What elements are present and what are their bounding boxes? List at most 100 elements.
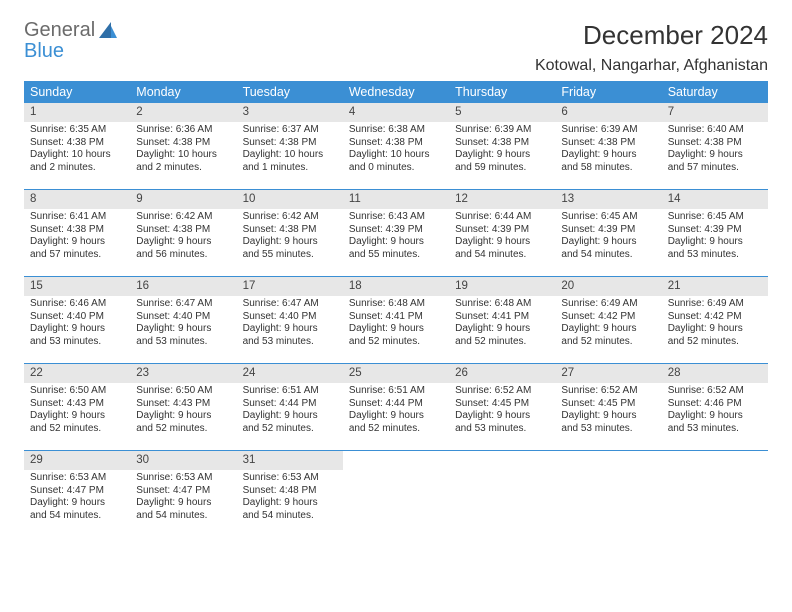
day-cell: 8Sunrise: 6:41 AMSunset: 4:38 PMDaylight… (24, 190, 130, 266)
day-body: Sunrise: 6:43 AMSunset: 4:39 PMDaylight:… (343, 209, 449, 266)
sunrise-line: Sunrise: 6:45 AM (561, 211, 655, 224)
daylight-line: Daylight: 9 hours and 53 minutes. (30, 323, 124, 349)
daylight-line: Daylight: 9 hours and 59 minutes. (455, 149, 549, 175)
sunrise-line: Sunrise: 6:45 AM (668, 211, 762, 224)
daylight-line: Daylight: 9 hours and 52 minutes. (561, 323, 655, 349)
header: General Blue December 2024 Kotowal, Nang… (24, 20, 768, 75)
day-number: 10 (237, 190, 343, 209)
day-number: 20 (555, 277, 661, 296)
day-cell: 1Sunrise: 6:35 AMSunset: 4:38 PMDaylight… (24, 103, 130, 179)
daylight-line: Daylight: 9 hours and 52 minutes. (349, 410, 443, 436)
day-number: 29 (24, 451, 130, 470)
sunset-line: Sunset: 4:38 PM (561, 137, 655, 150)
day-body: Sunrise: 6:52 AMSunset: 4:45 PMDaylight:… (555, 383, 661, 440)
weekday-header: Tuesday (237, 81, 343, 103)
day-cell: 18Sunrise: 6:48 AMSunset: 4:41 PMDayligh… (343, 277, 449, 353)
daylight-line: Daylight: 9 hours and 54 minutes. (243, 497, 337, 523)
day-number: 21 (662, 277, 768, 296)
sunrise-line: Sunrise: 6:53 AM (30, 472, 124, 485)
daylight-line: Daylight: 9 hours and 54 minutes. (136, 497, 230, 523)
day-body: Sunrise: 6:48 AMSunset: 4:41 PMDaylight:… (343, 296, 449, 353)
day-cell: 24Sunrise: 6:51 AMSunset: 4:44 PMDayligh… (237, 364, 343, 440)
daylight-line: Daylight: 9 hours and 54 minutes. (30, 497, 124, 523)
day-number: 26 (449, 364, 555, 383)
day-body: Sunrise: 6:45 AMSunset: 4:39 PMDaylight:… (662, 209, 768, 266)
sunrise-line: Sunrise: 6:50 AM (30, 385, 124, 398)
sunrise-line: Sunrise: 6:35 AM (30, 124, 124, 137)
day-cell: 25Sunrise: 6:51 AMSunset: 4:44 PMDayligh… (343, 364, 449, 440)
daylight-line: Daylight: 10 hours and 2 minutes. (30, 149, 124, 175)
sunrise-line: Sunrise: 6:51 AM (243, 385, 337, 398)
weekday-header: Wednesday (343, 81, 449, 103)
sunset-line: Sunset: 4:41 PM (349, 311, 443, 324)
sunrise-line: Sunrise: 6:50 AM (136, 385, 230, 398)
sail-icon (97, 20, 119, 42)
day-cell: 22Sunrise: 6:50 AMSunset: 4:43 PMDayligh… (24, 364, 130, 440)
sunset-line: Sunset: 4:47 PM (30, 485, 124, 498)
daylight-line: Daylight: 9 hours and 53 minutes. (668, 236, 762, 262)
sunrise-line: Sunrise: 6:52 AM (455, 385, 549, 398)
day-number: 15 (24, 277, 130, 296)
sunset-line: Sunset: 4:39 PM (561, 224, 655, 237)
sunrise-line: Sunrise: 6:53 AM (243, 472, 337, 485)
day-body: Sunrise: 6:41 AMSunset: 4:38 PMDaylight:… (24, 209, 130, 266)
day-number: 2 (130, 103, 236, 122)
daylight-line: Daylight: 9 hours and 52 minutes. (668, 323, 762, 349)
daylight-line: Daylight: 9 hours and 53 minutes. (136, 323, 230, 349)
day-body: Sunrise: 6:47 AMSunset: 4:40 PMDaylight:… (237, 296, 343, 353)
week-spacer (24, 353, 768, 363)
week-row: 29Sunrise: 6:53 AMSunset: 4:47 PMDayligh… (24, 450, 768, 527)
day-cell: 3Sunrise: 6:37 AMSunset: 4:38 PMDaylight… (237, 103, 343, 179)
day-body: Sunrise: 6:50 AMSunset: 4:43 PMDaylight:… (130, 383, 236, 440)
sunset-line: Sunset: 4:38 PM (668, 137, 762, 150)
day-cell: 31Sunrise: 6:53 AMSunset: 4:48 PMDayligh… (237, 451, 343, 527)
day-cell: 14Sunrise: 6:45 AMSunset: 4:39 PMDayligh… (662, 190, 768, 266)
daylight-line: Daylight: 9 hours and 52 minutes. (136, 410, 230, 436)
sunrise-line: Sunrise: 6:53 AM (136, 472, 230, 485)
day-cell: 7Sunrise: 6:40 AMSunset: 4:38 PMDaylight… (662, 103, 768, 179)
day-number: 22 (24, 364, 130, 383)
day-number: 13 (555, 190, 661, 209)
day-cell: 13 Sunrise: 6:45 AMSunset: 4:39 PMDayligh… (555, 190, 661, 266)
sunset-line: Sunset: 4:41 PM (455, 311, 549, 324)
day-cell: 12Sunrise: 6:44 AMSunset: 4:39 PMDayligh… (449, 190, 555, 266)
day-body: Sunrise: 6:53 AMSunset: 4:47 PMDaylight:… (24, 470, 130, 527)
sunrise-line: Sunrise: 6:43 AM (349, 211, 443, 224)
daylight-line: Daylight: 9 hours and 55 minutes. (243, 236, 337, 262)
weekday-header: Saturday (662, 81, 768, 103)
daylight-line: Daylight: 9 hours and 57 minutes. (30, 236, 124, 262)
day-number: 25 (343, 364, 449, 383)
day-cell-empty (449, 451, 555, 527)
sunset-line: Sunset: 4:39 PM (668, 224, 762, 237)
day-cell: 10Sunrise: 6:42 AMSunset: 4:38 PMDayligh… (237, 190, 343, 266)
daylight-line: Daylight: 9 hours and 53 minutes. (561, 410, 655, 436)
daylight-line: Daylight: 9 hours and 54 minutes. (561, 236, 655, 262)
month-title: December 2024 (535, 20, 768, 51)
day-cell-empty (343, 451, 449, 527)
sunset-line: Sunset: 4:40 PM (243, 311, 337, 324)
day-cell: 4Sunrise: 6:38 AMSunset: 4:38 PMDaylight… (343, 103, 449, 179)
day-number: 1 (24, 103, 130, 122)
sunrise-line: Sunrise: 6:48 AM (349, 298, 443, 311)
day-body: Sunrise: 6:53 AMSunset: 4:47 PMDaylight:… (130, 470, 236, 527)
day-cell: 9Sunrise: 6:42 AMSunset: 4:38 PMDaylight… (130, 190, 236, 266)
day-number: 31 (237, 451, 343, 470)
day-body: Sunrise: 6:52 AMSunset: 4:46 PMDaylight:… (662, 383, 768, 440)
weekday-header: Monday (130, 81, 236, 103)
day-number: 16 (130, 277, 236, 296)
sunrise-line: Sunrise: 6:41 AM (30, 211, 124, 224)
sunrise-line: Sunrise: 6:42 AM (243, 211, 337, 224)
day-cell-empty (662, 451, 768, 527)
day-cell: 27Sunrise: 6:52 AMSunset: 4:45 PMDayligh… (555, 364, 661, 440)
sunrise-line: Sunrise: 6:51 AM (349, 385, 443, 398)
day-body: Sunrise: 6:42 AMSunset: 4:38 PMDaylight:… (130, 209, 236, 266)
sunset-line: Sunset: 4:45 PM (561, 398, 655, 411)
day-number: 9 (130, 190, 236, 209)
day-body: Sunrise: 6:50 AMSunset: 4:43 PMDaylight:… (24, 383, 130, 440)
week-row: 15Sunrise: 6:46 AMSunset: 4:40 PMDayligh… (24, 276, 768, 353)
sunset-line: Sunset: 4:38 PM (30, 224, 124, 237)
sunset-line: Sunset: 4:46 PM (668, 398, 762, 411)
day-cell: 15Sunrise: 6:46 AMSunset: 4:40 PMDayligh… (24, 277, 130, 353)
sunrise-line: Sunrise: 6:47 AM (243, 298, 337, 311)
day-body: Sunrise: 6:39 AMSunset: 4:38 PMDaylight:… (449, 122, 555, 179)
